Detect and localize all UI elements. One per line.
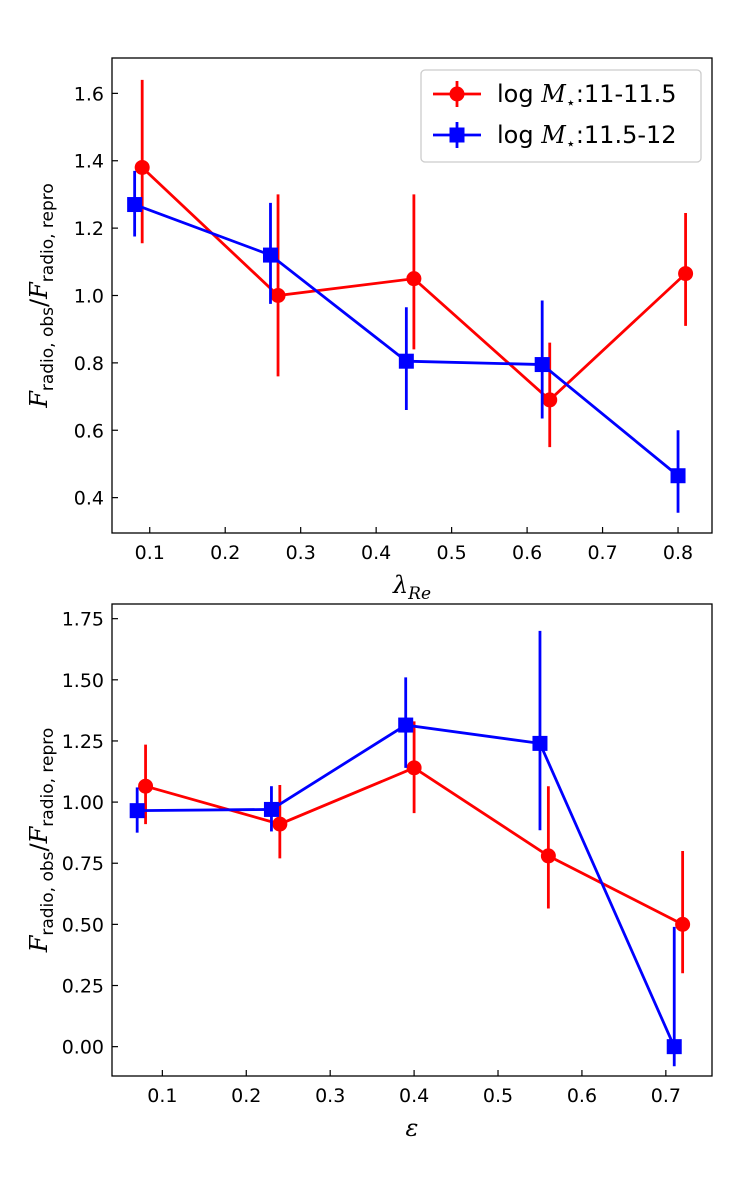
data-point <box>675 916 691 932</box>
data-point <box>127 197 143 213</box>
x-axis-label: λRe <box>392 571 431 604</box>
series-line <box>137 723 676 1048</box>
y-axis-label: Fradio, obs/Fradio, repro <box>25 728 58 954</box>
data-point <box>406 271 422 287</box>
legend-box <box>420 69 702 163</box>
y-tick-label: 0.50 <box>62 914 104 936</box>
data-point <box>129 803 145 819</box>
x-tick-label: 0.8 <box>663 542 693 564</box>
legend-marker <box>449 86 465 102</box>
data-point <box>666 1039 682 1055</box>
x-tick-label: 0.2 <box>231 1085 261 1107</box>
y-tick-label: 1.00 <box>62 792 104 814</box>
series-red <box>138 721 691 974</box>
x-tick-label: 0.7 <box>651 1085 681 1107</box>
data-point <box>270 288 286 303</box>
data-point <box>406 760 422 776</box>
x-tick-label: 0.1 <box>147 1085 177 1107</box>
y-tick-label: 1.50 <box>62 670 104 692</box>
y-tick-label: 0.00 <box>62 1037 104 1059</box>
x-tick-label: 0.4 <box>361 542 391 564</box>
plot-1: 0.1 0.2 0.3 0.4 0.5 0.6 0.7 0.8 0.4 0.6 0.8 1.0 1.2 1… <box>25 57 713 604</box>
x-tick-label: 0.6 <box>567 1085 597 1107</box>
y-axis-label: Fradio, obs/Fradio, repro <box>25 183 58 409</box>
legend-marker <box>449 127 465 143</box>
data-point <box>678 266 694 282</box>
data-point <box>542 392 558 408</box>
data-point <box>534 357 550 373</box>
data-point <box>138 778 154 794</box>
y-tick-label: 1.4 <box>74 151 104 173</box>
x-tick-label: 0.5 <box>437 542 467 564</box>
y-tick-label: 1.2 <box>74 218 104 240</box>
y-tick-label: 0.8 <box>74 353 104 375</box>
y-tick-label: 0.25 <box>62 976 104 998</box>
data-point <box>398 717 414 733</box>
data-point <box>398 353 414 369</box>
data-point <box>272 816 288 832</box>
data-point <box>532 735 548 751</box>
y-tick-label: 1.0 <box>74 286 104 308</box>
data-point <box>263 801 279 817</box>
x-tick-label: 0.4 <box>399 1085 429 1107</box>
x-tick-label: 0.1 <box>135 542 165 564</box>
data-point <box>262 247 278 263</box>
x-tick-label: 0.6 <box>512 542 542 564</box>
y-tick-label: 1.6 <box>74 83 104 105</box>
legend-label: log M⋆:11.5-12 <box>497 121 677 153</box>
y-tick-label: 1.75 <box>62 609 104 631</box>
y-tick-label: 0.6 <box>74 420 104 442</box>
series-blue <box>127 170 686 513</box>
series-red <box>134 79 694 448</box>
x-tick-label: 0.3 <box>286 542 316 564</box>
x-tick-label: 0.3 <box>315 1085 345 1107</box>
legend-label: log M⋆:11-11.5 <box>497 80 677 112</box>
y-tick-label: 1.25 <box>62 731 104 753</box>
data-point <box>670 468 686 484</box>
legend: log M⋆:11-11.5 log M⋆:11.5-12 <box>420 69 702 163</box>
plot-2: 0.1 0.2 0.3 0.4 0.5 0.6 0.7 0.00 0.25 0.50 0.75 1.0… <box>25 603 713 1142</box>
x-tick-label: 0.2 <box>210 542 240 564</box>
series-blue <box>129 630 682 1067</box>
data-point <box>134 159 150 175</box>
x-axis-label: ε <box>406 1114 419 1142</box>
x-tick-label: 0.5 <box>483 1085 513 1107</box>
x-tick-label: 0.7 <box>587 542 617 564</box>
y-tick-label: 0.75 <box>62 853 104 875</box>
axes-frame <box>111 603 713 1077</box>
data-point <box>540 848 556 864</box>
y-tick-label: 0.4 <box>74 488 104 510</box>
